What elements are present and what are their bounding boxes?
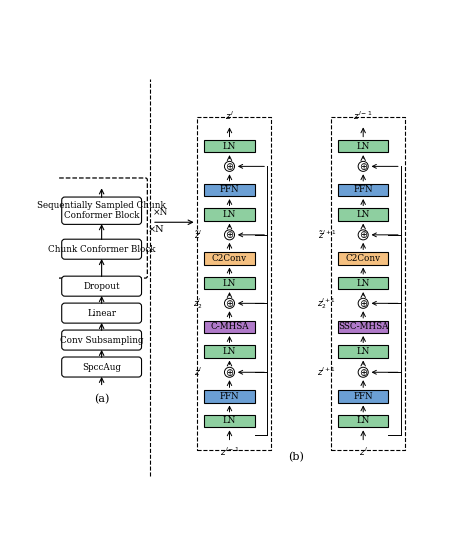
- Text: $z^{l}$: $z^{l}$: [225, 110, 234, 122]
- FancyBboxPatch shape: [204, 208, 255, 221]
- Text: $\oplus$: $\oplus$: [225, 367, 234, 378]
- Text: $\oplus$: $\oplus$: [359, 298, 368, 309]
- Text: ×N: ×N: [147, 226, 164, 235]
- Text: LN: LN: [223, 347, 236, 356]
- Text: C-MHSA: C-MHSA: [210, 322, 249, 331]
- Text: $z_2^{l}$: $z_2^{l}$: [193, 296, 202, 311]
- FancyBboxPatch shape: [62, 197, 142, 225]
- Text: $z^{l-1}$: $z^{l-1}$: [220, 445, 239, 458]
- FancyBboxPatch shape: [204, 277, 255, 289]
- Text: C2Conv: C2Conv: [346, 254, 381, 263]
- FancyBboxPatch shape: [204, 184, 255, 196]
- Text: $\oplus$: $\oplus$: [359, 229, 368, 240]
- Text: SSC-MHSA: SSC-MHSA: [338, 322, 388, 331]
- FancyBboxPatch shape: [338, 252, 388, 265]
- Text: $z^{l-1}$: $z^{l-1}$: [354, 110, 373, 122]
- FancyBboxPatch shape: [62, 357, 142, 377]
- Text: Sequentially Sampled Chunk
Conformer Block: Sequentially Sampled Chunk Conformer Blo…: [37, 201, 166, 220]
- Text: Linear: Linear: [87, 309, 116, 317]
- Text: SpccAug: SpccAug: [82, 363, 121, 371]
- Text: $\tilde{z}^{l}$: $\tilde{z}^{l}$: [194, 229, 202, 241]
- Text: $z^{l}$: $z^{l}$: [194, 366, 202, 379]
- FancyBboxPatch shape: [204, 390, 255, 403]
- Text: $z^{l+1}$: $z^{l+1}$: [317, 366, 336, 379]
- FancyBboxPatch shape: [338, 277, 388, 289]
- FancyBboxPatch shape: [204, 140, 255, 152]
- FancyBboxPatch shape: [338, 184, 388, 196]
- Text: ×N: ×N: [153, 208, 169, 217]
- Text: LN: LN: [223, 416, 236, 425]
- Text: FFN: FFN: [354, 186, 373, 195]
- Text: FFN: FFN: [219, 392, 239, 401]
- Text: $\oplus$: $\oplus$: [225, 161, 234, 172]
- Text: LN: LN: [356, 279, 370, 287]
- FancyBboxPatch shape: [338, 390, 388, 403]
- Text: Dropout: Dropout: [84, 282, 120, 291]
- Text: LN: LN: [223, 279, 236, 287]
- Text: $z_2^{l+1}$: $z_2^{l+1}$: [317, 296, 336, 311]
- FancyBboxPatch shape: [338, 415, 388, 427]
- Text: LN: LN: [356, 416, 370, 425]
- FancyBboxPatch shape: [204, 345, 255, 358]
- Text: C2Conv: C2Conv: [212, 254, 247, 263]
- Text: LN: LN: [356, 347, 370, 356]
- Text: FFN: FFN: [354, 392, 373, 401]
- Text: (b): (b): [288, 451, 304, 462]
- FancyBboxPatch shape: [62, 303, 142, 323]
- Text: $\oplus$: $\oplus$: [359, 161, 368, 172]
- FancyBboxPatch shape: [62, 276, 142, 296]
- Text: LN: LN: [223, 142, 236, 151]
- Text: $z^{l}$: $z^{l}$: [359, 445, 368, 458]
- Text: FFN: FFN: [219, 186, 239, 195]
- FancyBboxPatch shape: [338, 208, 388, 221]
- FancyBboxPatch shape: [338, 140, 388, 152]
- Text: $\oplus$: $\oplus$: [359, 367, 368, 378]
- FancyBboxPatch shape: [62, 239, 142, 259]
- Text: LN: LN: [356, 210, 370, 219]
- Text: (a): (a): [94, 394, 110, 404]
- Text: Chunk Conformer Block: Chunk Conformer Block: [48, 245, 155, 254]
- Text: $\oplus$: $\oplus$: [225, 229, 234, 240]
- FancyBboxPatch shape: [62, 330, 142, 350]
- FancyBboxPatch shape: [204, 415, 255, 427]
- Text: Conv Subsampling: Conv Subsampling: [60, 336, 143, 345]
- FancyBboxPatch shape: [338, 321, 388, 333]
- FancyBboxPatch shape: [204, 321, 255, 333]
- FancyBboxPatch shape: [204, 252, 255, 265]
- Text: $\tilde{z}^{l+1}$: $\tilde{z}^{l+1}$: [318, 229, 336, 241]
- FancyBboxPatch shape: [338, 345, 388, 358]
- Text: LN: LN: [223, 210, 236, 219]
- Text: $\oplus$: $\oplus$: [225, 298, 234, 309]
- Text: LN: LN: [356, 142, 370, 151]
